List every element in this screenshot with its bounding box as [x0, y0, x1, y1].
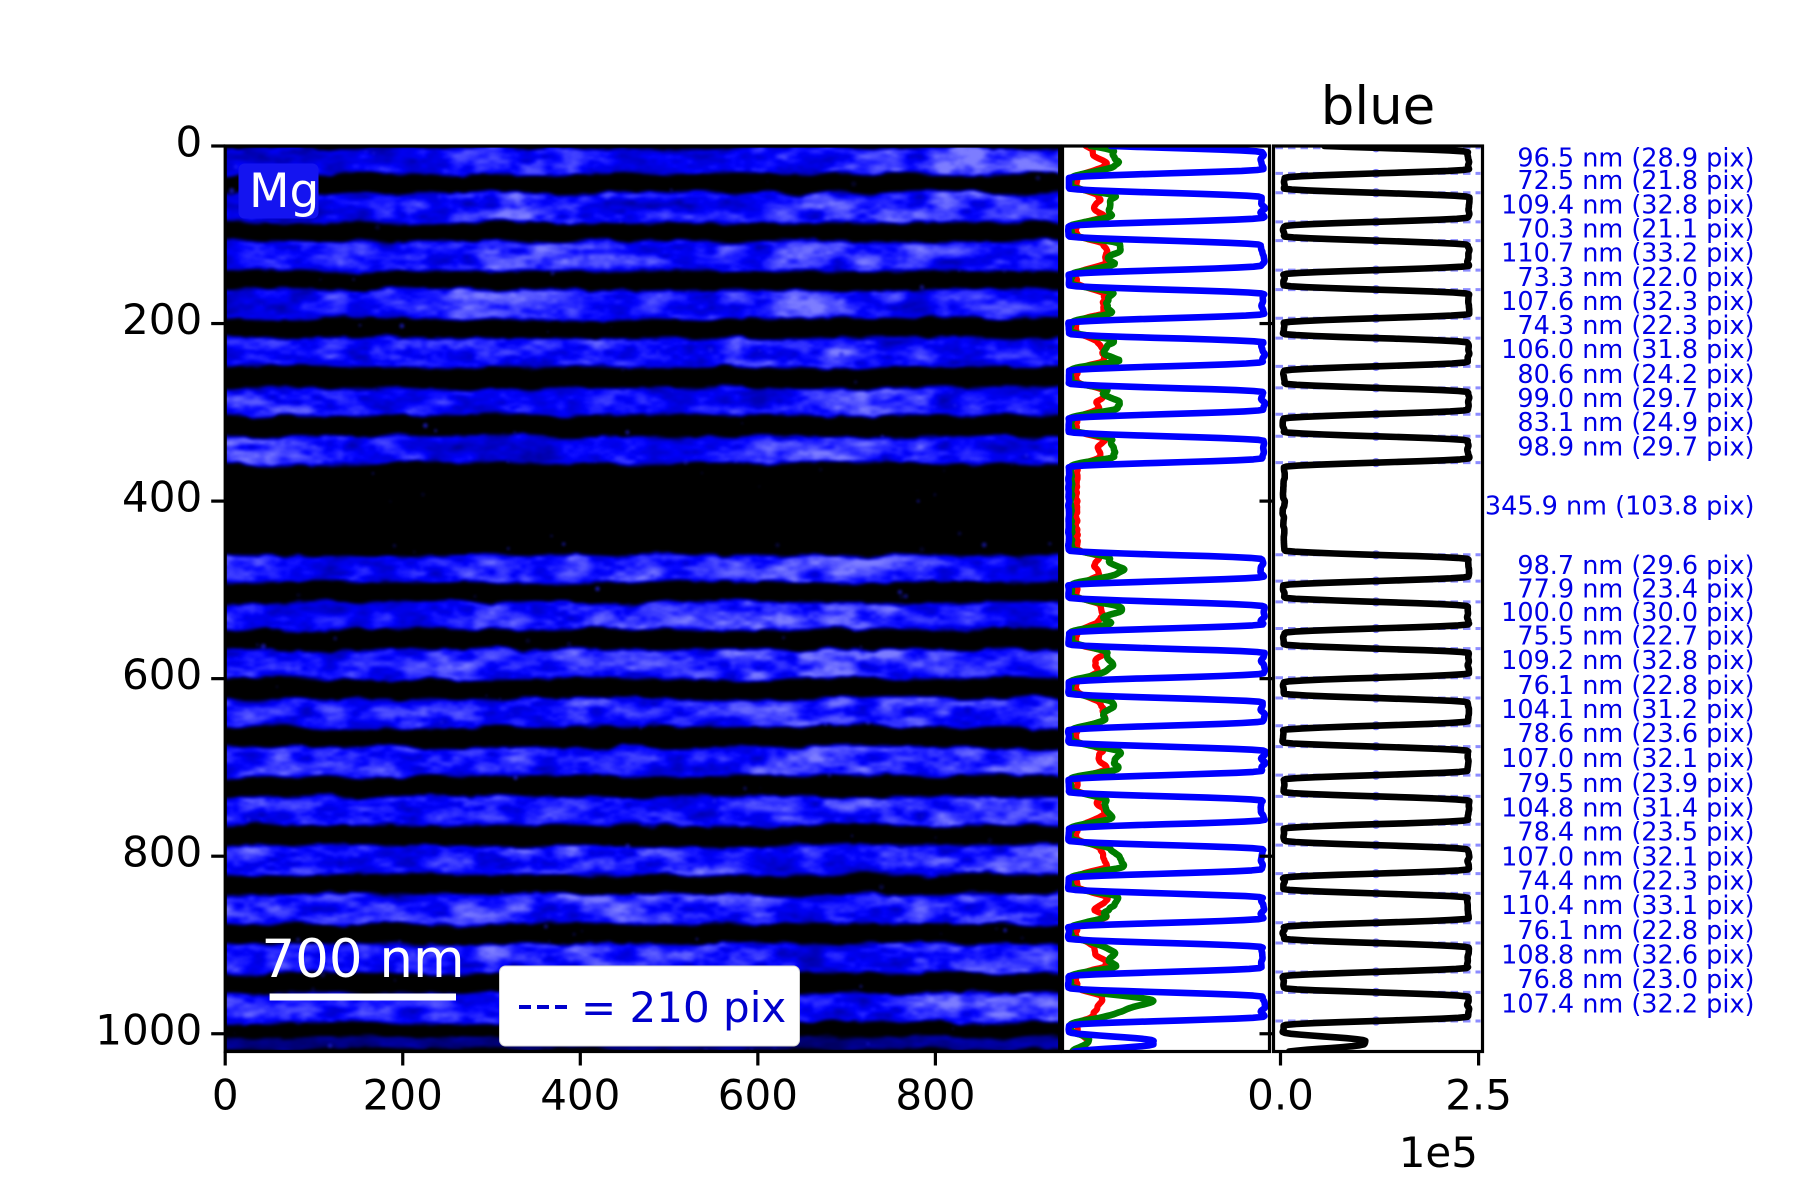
thickness-measurement-labels: 96.5 nm (28.9 pix)72.5 nm (21.8 pix)109.… — [1485, 144, 1755, 1020]
blue-panel-x-tick-label: 0.0 — [1247, 1071, 1314, 1120]
blue-panel-x-tick-labels: 0.0 2.5 — [1247, 1071, 1512, 1120]
measurement-label: 345.9 nm (103.8 pix) — [1485, 492, 1755, 522]
scale-bar-label: 700 nm — [261, 929, 464, 990]
measurement-label: 109.2 nm (32.8 pix) — [1501, 646, 1754, 676]
map-x-tick-label: 400 — [540, 1071, 620, 1120]
measurement-label: 72.5 nm (21.8 pix) — [1517, 166, 1754, 196]
measurement-label: 77.9 nm (23.4 pix) — [1517, 574, 1754, 604]
measurement-label: 107.0 nm (32.1 pix) — [1501, 842, 1754, 872]
map-x-tick-label: 600 — [718, 1071, 798, 1120]
measurement-label: 104.8 nm (31.4 pix) — [1501, 793, 1754, 823]
measurement-label: 78.4 nm (23.5 pix) — [1517, 818, 1754, 848]
measurement-label: 100.0 nm (30.0 pix) — [1501, 598, 1754, 628]
measurement-label: 76.8 nm (23.0 pix) — [1517, 965, 1754, 995]
measurement-label: 108.8 nm (32.6 pix) — [1501, 940, 1754, 970]
mid-panel-border — [1060, 144, 1272, 1054]
measurement-label: 107.6 nm (32.3 pix) — [1501, 287, 1754, 317]
map-y-tick-label: 600 — [122, 650, 202, 699]
measurement-label: 78.6 nm (23.6 pix) — [1517, 719, 1754, 749]
map-y-tick-label: 200 — [122, 295, 202, 344]
measurement-label: 76.1 nm (22.8 pix) — [1517, 671, 1754, 701]
measurement-label: 106.0 nm (31.8 pix) — [1501, 335, 1754, 365]
scale-bar — [269, 993, 456, 1001]
axis-offset-label: 1e5 — [1399, 1128, 1478, 1177]
map-x-tick-label: 200 — [363, 1071, 443, 1120]
rgb-profile-curves — [1064, 146, 1269, 1052]
axes-ticks — [211, 144, 1481, 1066]
map-y-tick-label: 400 — [122, 473, 202, 522]
map-y-tick-label: 0 — [175, 118, 202, 167]
measurement-label: 74.3 nm (22.3 pix) — [1517, 311, 1754, 341]
legend-box — [499, 965, 800, 1047]
blue-channel-profile-curve — [1279, 146, 1473, 1052]
map-x-tick-labels: 0 200 400 600 800 — [212, 1071, 976, 1120]
map-y-tick-label: 800 — [122, 828, 202, 877]
measurement-label: 70.3 nm (21.1 pix) — [1517, 214, 1754, 244]
measurement-label: 104.1 nm (31.2 pix) — [1501, 695, 1754, 725]
measurement-label: 75.5 nm (22.7 pix) — [1517, 622, 1754, 652]
main-panel-border — [223, 144, 1062, 1054]
measurement-label: 73.3 nm (22.0 pix) — [1517, 263, 1754, 293]
element-label-box — [238, 163, 319, 219]
right-panel-border — [1271, 144, 1485, 1054]
blue-profile-curve — [1064, 146, 1269, 1052]
measurement-label: 110.4 nm (33.1 pix) — [1501, 891, 1754, 921]
measurement-label: 83.1 nm (24.9 pix) — [1517, 408, 1754, 438]
measurement-label: 98.9 nm (29.7 pix) — [1517, 432, 1754, 462]
measurement-label: 107.0 nm (32.1 pix) — [1501, 744, 1754, 774]
measurement-label: 76.1 nm (22.8 pix) — [1517, 916, 1754, 946]
measurement-label: 74.4 nm (22.3 pix) — [1517, 866, 1754, 896]
blue-panel-title: blue — [1321, 76, 1436, 137]
map-y-tick-label: 1000 — [95, 1005, 202, 1054]
element-label: Mg — [249, 164, 319, 219]
mg-element-map-image — [225, 146, 1060, 1052]
measurement-label: 110.7 nm (33.2 pix) — [1501, 238, 1754, 268]
measurement-label: 109.4 nm (32.8 pix) — [1501, 190, 1754, 220]
legend-label: = 210 pix — [581, 983, 786, 1032]
map-x-tick-label: 800 — [895, 1071, 975, 1120]
blue-channel-curve — [1279, 146, 1473, 1052]
measurement-label: 98.7 nm (29.6 pix) — [1517, 551, 1754, 581]
axes-spines — [223, 144, 1485, 1054]
measurement-label: 107.4 nm (32.2 pix) — [1501, 990, 1754, 1020]
measurement-label: 80.6 nm (24.2 pix) — [1517, 360, 1754, 390]
measurement-label: 79.5 nm (23.9 pix) — [1517, 769, 1754, 799]
blue-panel-x-tick-label: 2.5 — [1445, 1071, 1512, 1120]
map-x-tick-label: 0 — [212, 1071, 239, 1120]
measurement-label: 96.5 nm (28.9 pix) — [1517, 144, 1754, 174]
map-y-tick-labels: 0 200 400 600 800 1000 — [95, 118, 202, 1055]
measurement-label: 99.0 nm (29.7 pix) — [1517, 384, 1754, 414]
